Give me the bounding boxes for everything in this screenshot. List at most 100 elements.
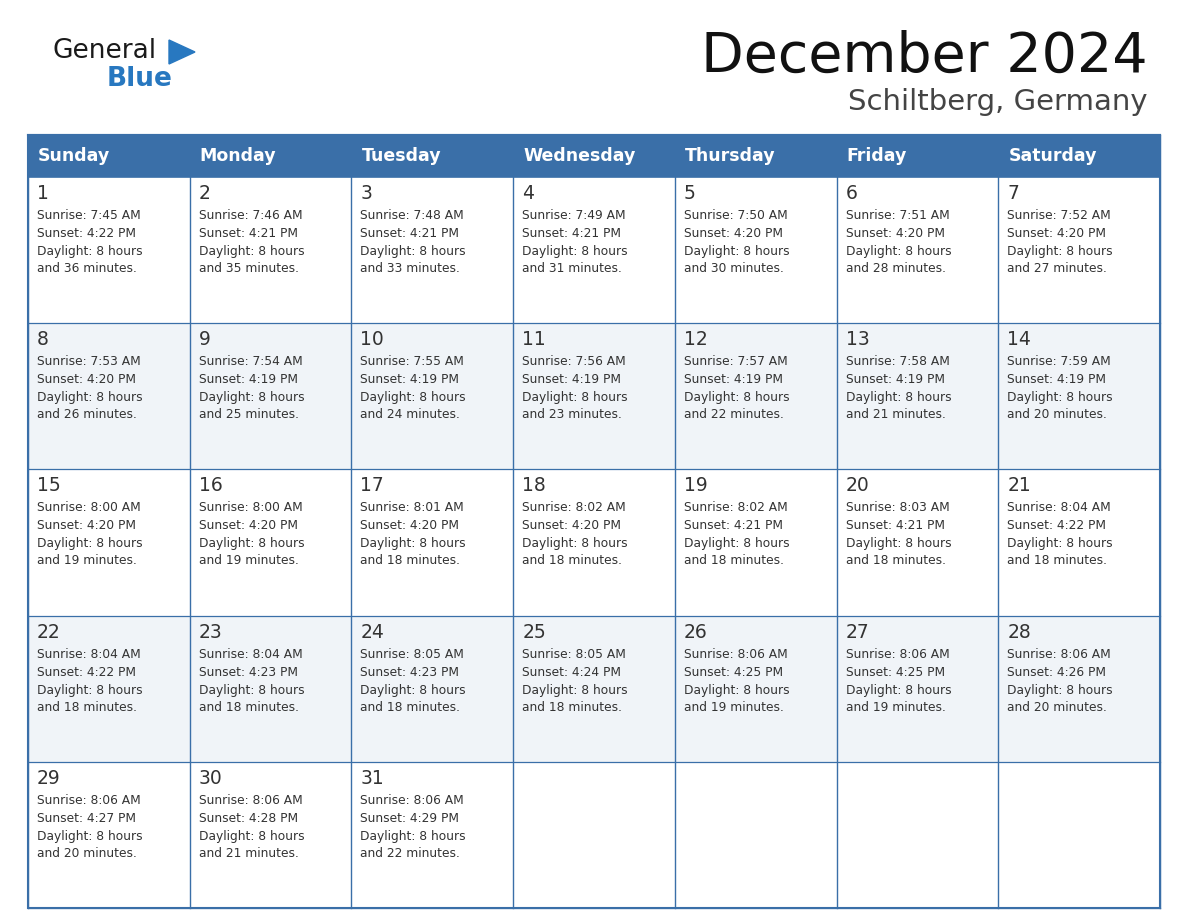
Text: and 18 minutes.: and 18 minutes. (846, 554, 946, 567)
Text: and 28 minutes.: and 28 minutes. (846, 262, 946, 275)
Text: 21: 21 (1007, 476, 1031, 496)
Text: 25: 25 (523, 622, 546, 642)
Text: Sunset: 4:19 PM: Sunset: 4:19 PM (523, 374, 621, 386)
Text: 4: 4 (523, 184, 535, 203)
Text: and 18 minutes.: and 18 minutes. (198, 700, 298, 713)
Text: Sunday: Sunday (38, 147, 110, 165)
Text: and 18 minutes.: and 18 minutes. (360, 700, 461, 713)
Text: Sunrise: 8:03 AM: Sunrise: 8:03 AM (846, 501, 949, 514)
Text: and 18 minutes.: and 18 minutes. (523, 700, 623, 713)
Text: Sunset: 4:21 PM: Sunset: 4:21 PM (523, 227, 621, 240)
Text: Daylight: 8 hours: Daylight: 8 hours (1007, 537, 1113, 551)
Text: Daylight: 8 hours: Daylight: 8 hours (360, 391, 466, 404)
Text: Sunset: 4:22 PM: Sunset: 4:22 PM (37, 227, 135, 240)
Text: Sunrise: 8:06 AM: Sunrise: 8:06 AM (360, 794, 465, 807)
Text: and 21 minutes.: and 21 minutes. (846, 409, 946, 421)
Text: Sunset: 4:19 PM: Sunset: 4:19 PM (198, 374, 298, 386)
Text: Sunrise: 7:53 AM: Sunrise: 7:53 AM (37, 355, 140, 368)
Text: Daylight: 8 hours: Daylight: 8 hours (37, 537, 143, 551)
Text: 19: 19 (684, 476, 708, 496)
Text: 31: 31 (360, 768, 384, 788)
Text: Sunset: 4:20 PM: Sunset: 4:20 PM (684, 227, 783, 240)
Text: Friday: Friday (847, 147, 906, 165)
Text: and 22 minutes.: and 22 minutes. (360, 846, 460, 860)
Text: Sunset: 4:24 PM: Sunset: 4:24 PM (523, 666, 621, 678)
Text: Sunrise: 7:58 AM: Sunrise: 7:58 AM (846, 355, 949, 368)
Text: Sunrise: 8:02 AM: Sunrise: 8:02 AM (523, 501, 626, 514)
Text: and 18 minutes.: and 18 minutes. (37, 700, 137, 713)
Text: Sunrise: 8:06 AM: Sunrise: 8:06 AM (684, 647, 788, 661)
Text: Sunset: 4:22 PM: Sunset: 4:22 PM (37, 666, 135, 678)
Text: Sunrise: 8:06 AM: Sunrise: 8:06 AM (1007, 647, 1111, 661)
Text: and 23 minutes.: and 23 minutes. (523, 409, 623, 421)
Text: 29: 29 (37, 768, 61, 788)
Text: Sunset: 4:23 PM: Sunset: 4:23 PM (360, 666, 460, 678)
Text: December 2024: December 2024 (701, 30, 1148, 84)
Text: Sunset: 4:22 PM: Sunset: 4:22 PM (1007, 520, 1106, 532)
Text: Daylight: 8 hours: Daylight: 8 hours (360, 245, 466, 258)
Text: Sunset: 4:19 PM: Sunset: 4:19 PM (846, 374, 944, 386)
Text: Daylight: 8 hours: Daylight: 8 hours (1007, 391, 1113, 404)
Text: and 35 minutes.: and 35 minutes. (198, 262, 298, 275)
Text: Sunset: 4:21 PM: Sunset: 4:21 PM (198, 227, 298, 240)
Text: General: General (52, 38, 156, 64)
Text: Sunset: 4:25 PM: Sunset: 4:25 PM (846, 666, 944, 678)
Text: 15: 15 (37, 476, 61, 496)
Text: Sunset: 4:21 PM: Sunset: 4:21 PM (846, 520, 944, 532)
Text: Daylight: 8 hours: Daylight: 8 hours (37, 391, 143, 404)
Text: and 25 minutes.: and 25 minutes. (198, 409, 298, 421)
Text: and 33 minutes.: and 33 minutes. (360, 262, 460, 275)
Text: 20: 20 (846, 476, 870, 496)
Text: Sunset: 4:26 PM: Sunset: 4:26 PM (1007, 666, 1106, 678)
Text: Daylight: 8 hours: Daylight: 8 hours (684, 391, 790, 404)
Text: and 26 minutes.: and 26 minutes. (37, 409, 137, 421)
Text: 23: 23 (198, 622, 222, 642)
Text: and 30 minutes.: and 30 minutes. (684, 262, 784, 275)
Text: Sunset: 4:27 PM: Sunset: 4:27 PM (37, 812, 135, 824)
Text: Sunrise: 7:46 AM: Sunrise: 7:46 AM (198, 209, 302, 222)
Text: Sunrise: 7:56 AM: Sunrise: 7:56 AM (523, 355, 626, 368)
Text: Sunset: 4:29 PM: Sunset: 4:29 PM (360, 812, 460, 824)
Text: Sunrise: 8:02 AM: Sunrise: 8:02 AM (684, 501, 788, 514)
Bar (29, 762, 1159, 908)
Text: Sunrise: 8:04 AM: Sunrise: 8:04 AM (198, 647, 303, 661)
Text: Sunrise: 8:06 AM: Sunrise: 8:06 AM (198, 794, 303, 807)
Text: Daylight: 8 hours: Daylight: 8 hours (523, 391, 627, 404)
Text: and 19 minutes.: and 19 minutes. (198, 554, 298, 567)
Bar (29, 469, 1159, 616)
Text: Sunset: 4:20 PM: Sunset: 4:20 PM (360, 520, 460, 532)
Text: Sunrise: 7:45 AM: Sunrise: 7:45 AM (37, 209, 140, 222)
Text: and 36 minutes.: and 36 minutes. (37, 262, 137, 275)
Text: Daylight: 8 hours: Daylight: 8 hours (1007, 245, 1113, 258)
Text: Thursday: Thursday (684, 147, 776, 165)
Text: 24: 24 (360, 622, 384, 642)
Text: 5: 5 (684, 184, 696, 203)
Text: Sunset: 4:28 PM: Sunset: 4:28 PM (198, 812, 298, 824)
Text: Daylight: 8 hours: Daylight: 8 hours (846, 391, 952, 404)
Text: 11: 11 (523, 330, 546, 349)
Text: Sunrise: 8:06 AM: Sunrise: 8:06 AM (37, 794, 140, 807)
Text: and 24 minutes.: and 24 minutes. (360, 409, 460, 421)
Text: Sunrise: 7:48 AM: Sunrise: 7:48 AM (360, 209, 465, 222)
Text: and 21 minutes.: and 21 minutes. (198, 846, 298, 860)
Text: and 18 minutes.: and 18 minutes. (360, 554, 461, 567)
Text: Daylight: 8 hours: Daylight: 8 hours (198, 684, 304, 697)
Text: 10: 10 (360, 330, 384, 349)
Text: Sunrise: 8:05 AM: Sunrise: 8:05 AM (360, 647, 465, 661)
Text: Sunrise: 8:01 AM: Sunrise: 8:01 AM (360, 501, 465, 514)
Text: and 27 minutes.: and 27 minutes. (1007, 262, 1107, 275)
Text: Daylight: 8 hours: Daylight: 8 hours (360, 684, 466, 697)
Text: Sunrise: 7:52 AM: Sunrise: 7:52 AM (1007, 209, 1111, 222)
Text: 1: 1 (37, 184, 49, 203)
Text: and 19 minutes.: and 19 minutes. (684, 700, 784, 713)
Text: Sunrise: 7:57 AM: Sunrise: 7:57 AM (684, 355, 788, 368)
Text: Wednesday: Wednesday (523, 147, 636, 165)
Text: and 18 minutes.: and 18 minutes. (523, 554, 623, 567)
Text: Sunrise: 8:00 AM: Sunrise: 8:00 AM (37, 501, 140, 514)
Text: 28: 28 (1007, 622, 1031, 642)
Text: Daylight: 8 hours: Daylight: 8 hours (523, 684, 627, 697)
Text: Daylight: 8 hours: Daylight: 8 hours (846, 245, 952, 258)
Text: 2: 2 (198, 184, 210, 203)
Bar (29, 177, 1159, 323)
Text: Sunrise: 7:54 AM: Sunrise: 7:54 AM (198, 355, 303, 368)
